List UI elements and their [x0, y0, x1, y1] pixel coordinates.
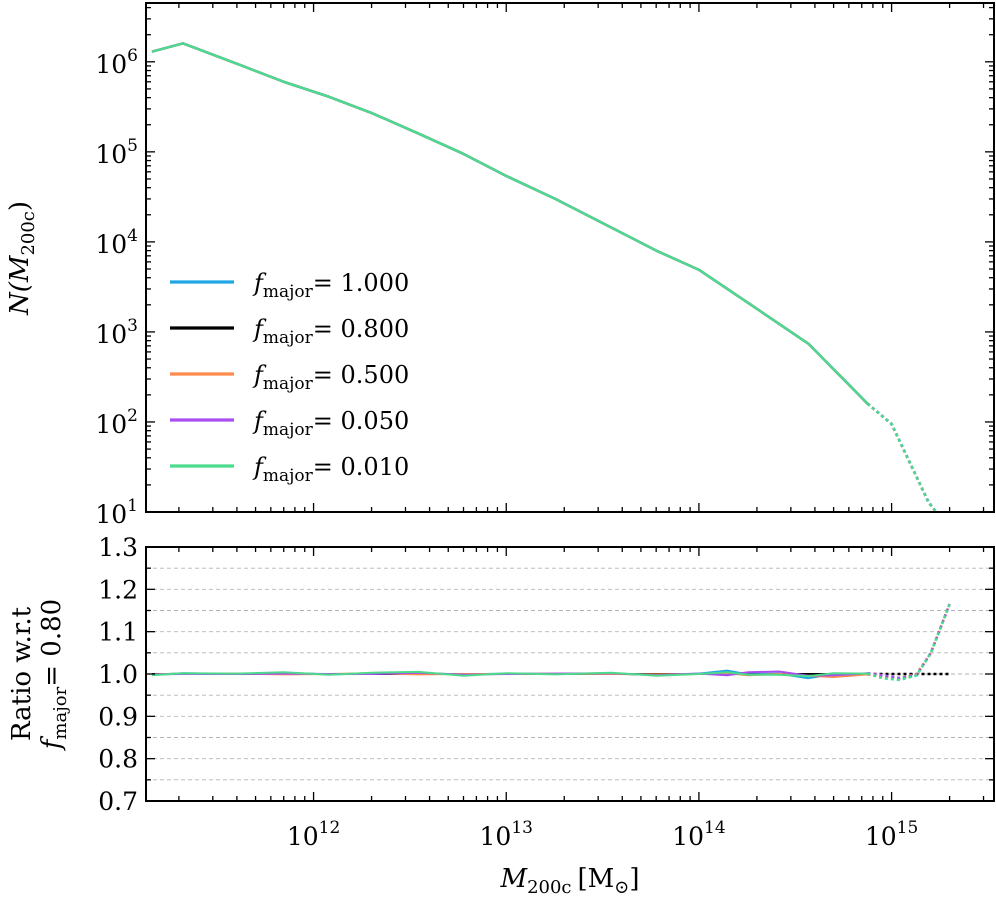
x-tick-label: 1013: [480, 818, 533, 851]
legend-label: fmajor= 1.000: [252, 269, 409, 302]
top-series-line: [151, 42, 869, 405]
ratio-series-line: [151, 670, 868, 678]
y-tick-label: 0.9: [98, 702, 138, 731]
y-tick-label: 106: [95, 46, 138, 79]
top-axes-frame: [145, 2, 995, 513]
legend-entry: fmajor= 1.000: [170, 269, 409, 302]
x-axis-label: M200c [M⊙]: [499, 864, 639, 898]
top-series-tail-dotted: [866, 402, 938, 512]
legend-entry: fmajor= 0.010: [170, 453, 409, 486]
bottom-panel-ratio: 0.7 0.8 0.9 1.0 1.1 1.2 1.3 1012 1013 1014 1015: [98, 533, 995, 851]
top-series-line: [151, 42, 869, 405]
ratio-series-tail-dotted: [867, 603, 951, 680]
legend-label: fmajor= 0.050: [252, 407, 409, 440]
legend-entry: fmajor= 0.050: [170, 407, 409, 440]
ratio-series-tail-dotted: [867, 603, 951, 680]
y-tick-label: 101: [95, 496, 138, 529]
y-tick-label: 104: [95, 226, 138, 259]
legend: fmajor= 1.000 fmajor= 0.800 fmajor= 0.500 f…: [170, 269, 409, 486]
ratio-series-tail-dotted: [867, 603, 951, 682]
bottom-y-axis-label-line2: fmajor= 0.80: [37, 599, 71, 751]
top-panel-counts: 101 102 103 104 105 106 fmajor= 1.000 fmajor= 0…: [95, 2, 995, 529]
bottom-y-axis-label-line1: Ratio w.r.t: [7, 606, 37, 741]
legend-entry: fmajor= 0.500: [170, 361, 409, 394]
ratio-series-tail-dotted: [867, 603, 951, 680]
x-tick-label: 1012: [287, 818, 340, 851]
top-series-tail-dotted: [866, 402, 938, 512]
top-series-tail-dotted: [866, 402, 938, 512]
y-tick-label: 1.1: [98, 618, 138, 647]
top-series-tail-dotted: [866, 402, 938, 512]
legend-label: fmajor= 0.500: [252, 361, 409, 394]
x-tick-label: 1014: [672, 818, 725, 851]
legend-entry: fmajor= 0.800: [170, 315, 409, 348]
y-tick-label: 0.8: [98, 745, 138, 774]
y-tick-label: 1.3: [98, 533, 138, 562]
y-tick-label: 105: [95, 136, 138, 169]
top-y-axis-label: N(M200c): [5, 201, 39, 316]
top-series-tail-dotted: [866, 402, 938, 512]
legend-label: fmajor= 0.010: [252, 453, 409, 486]
top-series-line: [151, 42, 869, 405]
y-tick-label: 103: [95, 316, 138, 349]
y-tick-label: 0.7: [98, 787, 138, 816]
top-series-line: [151, 42, 869, 405]
y-tick-label: 102: [95, 406, 138, 439]
y-tick-label: 1.2: [98, 575, 138, 604]
bottom-plot-area: [151, 603, 951, 682]
y-tick-label: 1.0: [98, 660, 138, 689]
top-plot-area: [151, 42, 938, 512]
top-series-line: [151, 42, 869, 405]
legend-label: fmajor= 0.800: [252, 315, 409, 348]
x-tick-label: 1015: [865, 818, 918, 851]
